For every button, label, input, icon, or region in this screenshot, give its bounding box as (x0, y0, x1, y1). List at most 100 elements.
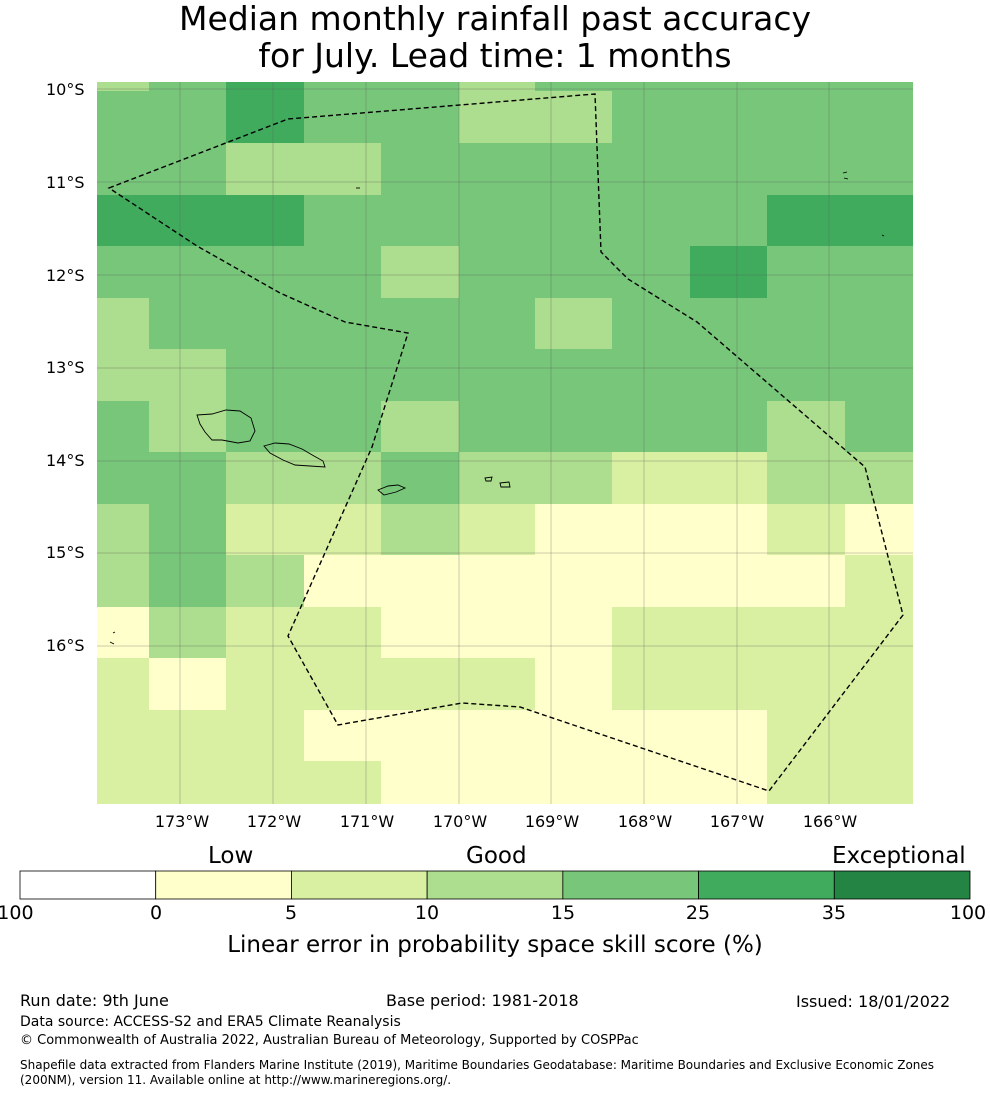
skill-grid (97, 82, 913, 804)
grid-cell (690, 607, 767, 658)
colorbar-segment (833, 870, 971, 900)
lat-label-14s: 14°S (46, 451, 85, 470)
grid-cell (226, 82, 304, 91)
lat-label-13s: 13°S (46, 358, 85, 377)
map-title-line-1: Median monthly rainfall past accuracy (178, 0, 812, 38)
island-tokelau-2 (881, 234, 885, 237)
grid-cell (845, 143, 913, 195)
grid-cell (612, 91, 690, 143)
grid-cell (535, 555, 612, 607)
grid-cell (226, 298, 304, 349)
grid-cell (459, 349, 535, 401)
grid-cell (612, 143, 690, 195)
grid-cell (226, 143, 304, 195)
grid-cell (459, 504, 535, 555)
grid-cell (459, 710, 535, 761)
grid-cell (381, 504, 459, 555)
colorbar-tick: 10 (414, 902, 440, 924)
colorbar-segment (155, 870, 292, 900)
grid-cell (845, 761, 913, 804)
grid-cell (535, 82, 612, 91)
grid-cell (459, 246, 535, 298)
graticule (97, 82, 913, 804)
grid-cell (690, 246, 767, 298)
grid-cell (767, 452, 845, 504)
grid-cell (97, 504, 149, 555)
grid-cell (767, 143, 845, 195)
lat-label-11s: 11°S (46, 173, 85, 192)
grid-cell (226, 401, 304, 452)
grid-cell (304, 143, 381, 195)
lon-label-168w: 168°W (617, 812, 673, 831)
grid-cell (97, 452, 149, 504)
issued-date: Issued: 18/01/2022 (796, 992, 951, 1011)
grid-cell (97, 195, 149, 246)
grid-cell (97, 555, 149, 607)
grid-cell (845, 298, 913, 349)
grid-cell (612, 246, 690, 298)
grid-cell (767, 401, 845, 452)
grid-cell (97, 246, 149, 298)
grid-cell (226, 246, 304, 298)
grid-cell (304, 349, 381, 401)
grid-cell (304, 555, 381, 607)
island-tokelau-1 (842, 171, 849, 180)
grid-cell (690, 658, 767, 710)
grid-cell (690, 555, 767, 607)
grid-cell (304, 298, 381, 349)
grid-cell (381, 195, 459, 246)
copyright: © Commonwealth of Australia 2022, Austra… (20, 1033, 639, 1048)
lon-label-172w: 172°W (246, 812, 302, 831)
grid-cell (226, 761, 304, 804)
grid-cell (459, 607, 535, 658)
grid-cell (535, 607, 612, 658)
grid-cell (690, 452, 767, 504)
lat-label-16s: 16°S (46, 636, 85, 655)
grid-cell (845, 195, 913, 246)
grid-cell (845, 607, 913, 658)
grid-cell (304, 452, 381, 504)
grid-cell (767, 710, 845, 761)
grid-cell (845, 246, 913, 298)
colorbar-category-good: Good (466, 843, 527, 869)
grid-cell (845, 349, 913, 401)
grid-cell (149, 504, 226, 555)
grid-cell (535, 504, 612, 555)
grid-cell (845, 504, 913, 555)
lat-label-12s: 12°S (46, 266, 85, 285)
grid-cell (459, 143, 535, 195)
grid-cell (304, 607, 381, 658)
islands (109, 171, 885, 645)
grid-cell (459, 91, 535, 143)
grid-cell (535, 91, 612, 143)
grid-cell (459, 761, 535, 804)
grid-cell (97, 607, 149, 658)
colorbar-category-exceptional: Exceptional (832, 843, 966, 869)
grid-cell (767, 298, 845, 349)
grid-cell (690, 761, 767, 804)
grid-cell (304, 246, 381, 298)
colorbar-tick: 35 (821, 902, 847, 924)
island-tutuila (377, 484, 407, 496)
grid-cell (149, 349, 226, 401)
grid-cell (381, 761, 459, 804)
grid-cell (459, 82, 535, 91)
grid-cell (381, 143, 459, 195)
colorbar-tick: 5 (284, 902, 298, 924)
grid-cell (381, 91, 459, 143)
island-upolu (263, 442, 326, 468)
island-manua-2 (499, 481, 511, 488)
grid-cell (612, 195, 690, 246)
grid-cell (612, 710, 690, 761)
lon-label-167w: 167°W (709, 812, 765, 831)
grid-cell (381, 658, 459, 710)
grid-cell (304, 82, 381, 91)
lat-label-15s: 15°S (46, 543, 85, 562)
grid-cell (535, 246, 612, 298)
grid-cell (149, 761, 226, 804)
grid-cell (690, 82, 767, 91)
grid-cell (612, 504, 690, 555)
grid-cell (97, 298, 149, 349)
colorbar-segment (19, 870, 157, 900)
grid-cell (149, 452, 226, 504)
